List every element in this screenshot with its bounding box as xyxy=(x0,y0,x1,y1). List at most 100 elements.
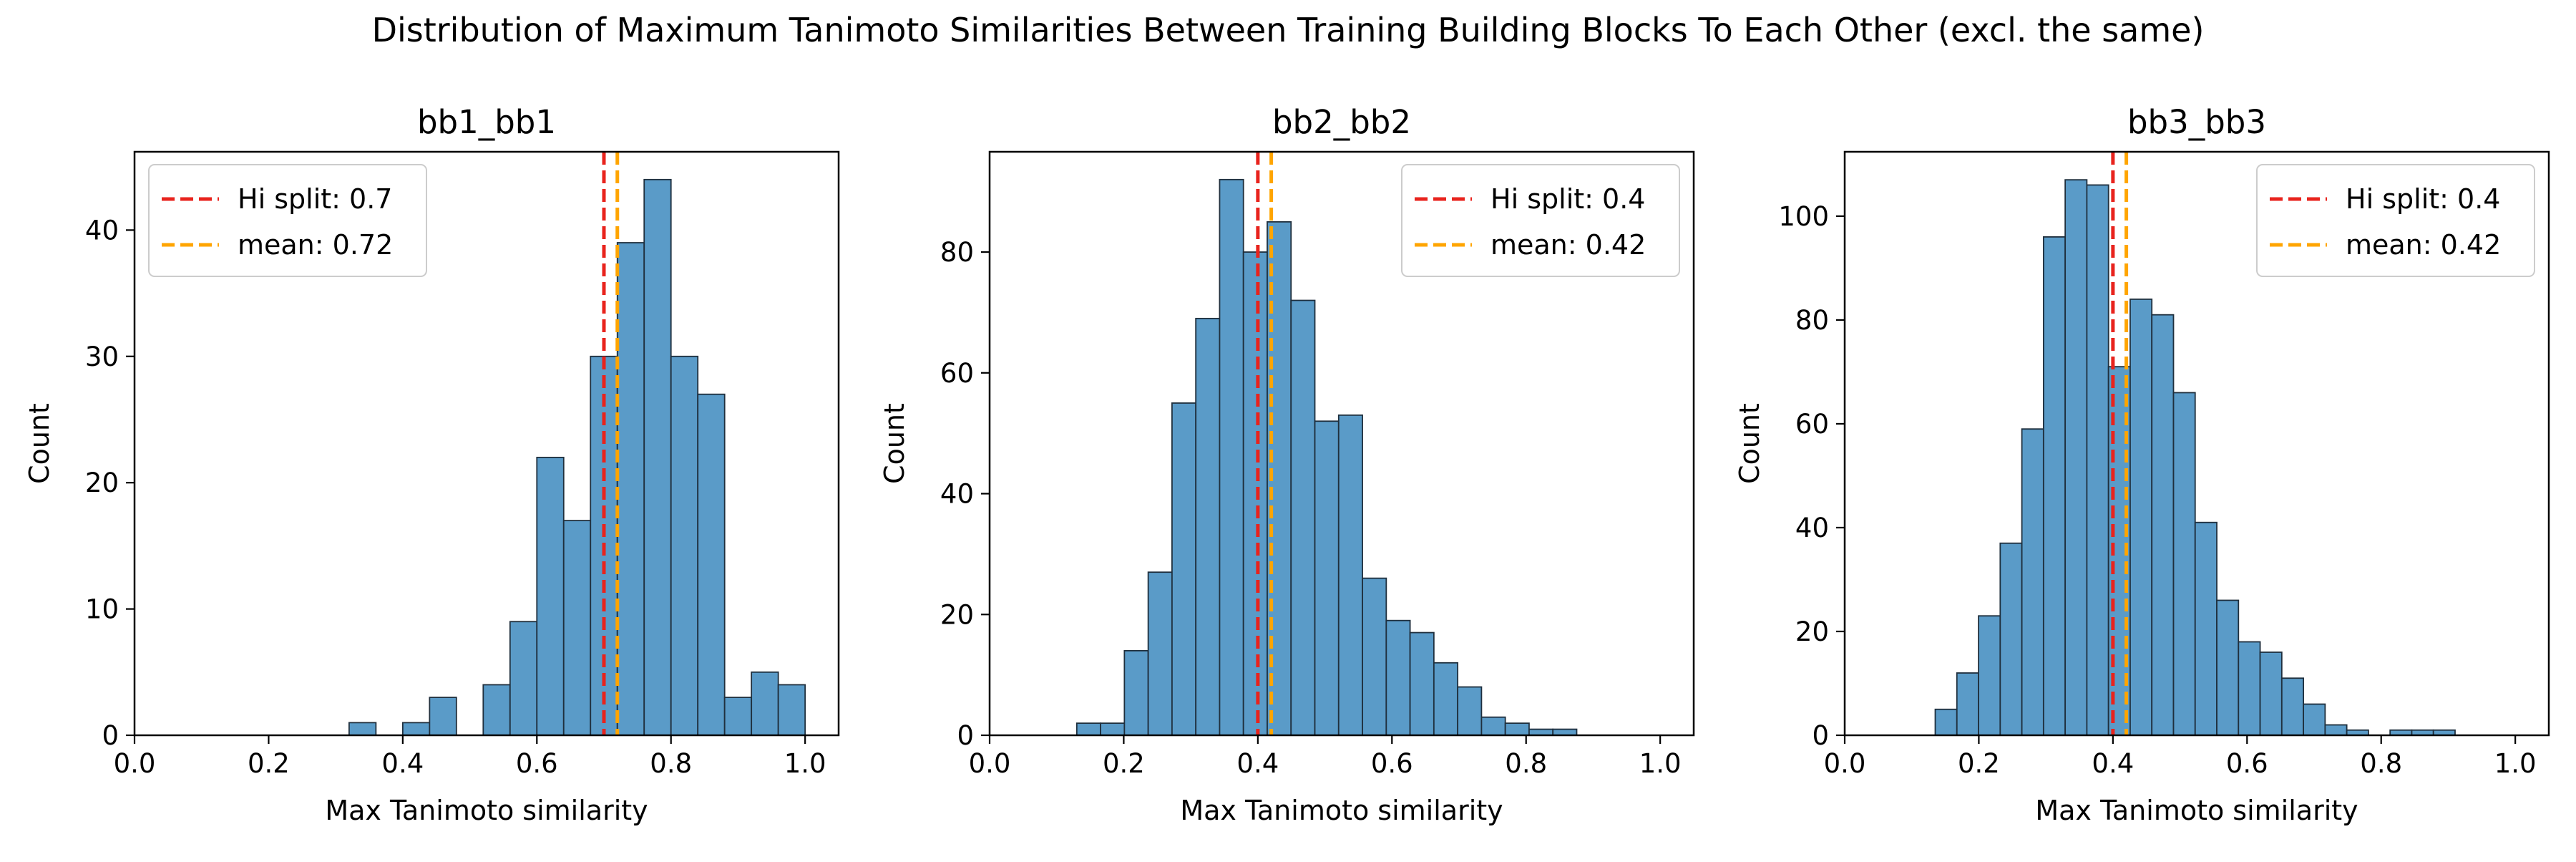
y-axis-label: Count xyxy=(24,403,55,484)
legend-box xyxy=(148,164,427,277)
x-tick-label: 0.0 xyxy=(969,748,1011,779)
x-tick-label: 0.4 xyxy=(381,748,424,779)
histogram-bar xyxy=(1528,728,1554,736)
histogram-bar xyxy=(1171,402,1197,736)
histogram-bar xyxy=(1195,317,1221,736)
histogram-bar xyxy=(2021,428,2044,736)
y-tick-label: 10 xyxy=(85,594,119,625)
histogram-bar xyxy=(723,697,753,736)
histogram-bar xyxy=(1242,251,1268,736)
histogram-bar xyxy=(1504,722,1530,736)
figure-suptitle: Distribution of Maximum Tanimoto Similar… xyxy=(372,11,2205,49)
histogram-bar xyxy=(562,520,592,736)
histogram-bar xyxy=(1433,662,1459,736)
x-tick-label: 1.0 xyxy=(784,748,826,779)
histogram-bar xyxy=(1999,542,2023,736)
subplot-title: bb1_bb1 xyxy=(417,103,556,141)
y-tick-label: 20 xyxy=(85,468,119,498)
histogram-bar xyxy=(670,355,699,736)
axes-frame xyxy=(988,150,1695,737)
histogram-bar xyxy=(348,722,377,736)
legend-label: mean: 0.42 xyxy=(1491,229,1646,261)
y-tick-label: 30 xyxy=(85,342,119,372)
legend-box xyxy=(1401,164,1680,277)
x-tick-label: 0.8 xyxy=(1505,748,1547,779)
histogram-bar xyxy=(536,457,565,736)
x-tick-label: 0.8 xyxy=(650,748,692,779)
histogram-bar xyxy=(2216,599,2240,736)
histogram-bar xyxy=(777,684,806,736)
histogram-bar xyxy=(1552,728,1578,736)
histogram-bar xyxy=(1337,414,1363,736)
y-tick-label: 40 xyxy=(940,479,974,510)
x-tick-label: 1.0 xyxy=(2494,748,2537,779)
histogram-bar xyxy=(1219,178,1244,736)
y-tick-label: 0 xyxy=(102,720,119,751)
legend-label: Hi split: 0.7 xyxy=(238,183,392,215)
x-tick-label: 0.6 xyxy=(516,748,558,779)
histogram-bar xyxy=(1362,577,1387,736)
y-tick-label: 80 xyxy=(1795,305,1829,336)
histogram-bar xyxy=(1457,686,1483,736)
histogram-bar xyxy=(751,671,779,736)
x-tick-label: 0.6 xyxy=(2226,748,2268,779)
histogram-bar xyxy=(1100,722,1126,736)
y-tick-label: 80 xyxy=(940,237,974,268)
legend-label: mean: 0.42 xyxy=(2346,229,2501,261)
histogram-bar xyxy=(616,242,645,736)
histogram-bar xyxy=(1290,299,1316,736)
subplots: 0.0 0.2 0.4 0.6 0.8 1.0 0 10 20 30 40 bb1_bb1 Max Ta… xyxy=(24,103,2550,826)
x-tick-label: 0.6 xyxy=(1371,748,1413,779)
histogram-bar xyxy=(2238,641,2261,736)
histogram-bar xyxy=(1934,708,1958,736)
histogram-bar xyxy=(482,684,511,736)
x-tick-label: 0.2 xyxy=(1958,748,2000,779)
histogram-bar xyxy=(1409,631,1435,736)
histogram-bar xyxy=(2151,314,2175,736)
legend-label: mean: 0.72 xyxy=(238,229,393,261)
subplot-bb3_bb3: 0.0 0.2 0.4 0.6 0.8 1.0 0 20 40 60 80 100 bb3_bb3 Max… xyxy=(1734,103,2550,826)
histogram-bar xyxy=(2042,236,2067,736)
histogram-bar xyxy=(2324,724,2348,736)
histogram-bar xyxy=(1147,571,1173,736)
y-tick-label: 100 xyxy=(1778,201,1829,232)
histogram-bar xyxy=(2172,392,2196,736)
axes-frame xyxy=(1843,150,2550,737)
y-tick-label: 0 xyxy=(957,720,974,751)
subplot-title: bb2_bb2 xyxy=(1272,103,1411,141)
x-tick-label: 0.0 xyxy=(114,748,156,779)
histogram-bar xyxy=(2303,703,2326,736)
legend-box xyxy=(2256,164,2535,277)
y-tick-label: 20 xyxy=(1795,616,1829,647)
legend: Hi split: 0.4 mean: 0.42 xyxy=(1401,164,1680,277)
histogram-bar xyxy=(429,697,457,736)
x-axis-label: Max Tanimoto similarity xyxy=(1180,795,1503,826)
histogram-bar xyxy=(1075,722,1101,736)
legend-label: Hi split: 0.4 xyxy=(1491,183,1645,215)
histogram-bar xyxy=(1385,619,1411,736)
histogram-bar xyxy=(1956,672,1979,736)
subplot-bb2_bb2: 0.0 0.2 0.4 0.6 0.8 1.0 0 20 40 60 80 bb2_bb2 Max Ta… xyxy=(879,103,1695,826)
subplot-title: bb3_bb3 xyxy=(2127,103,2266,141)
x-axis-label: Max Tanimoto similarity xyxy=(2035,795,2358,826)
histogram-bar xyxy=(2064,179,2088,736)
histogram-bar xyxy=(1480,716,1506,736)
legend: Hi split: 0.4 mean: 0.42 xyxy=(2256,164,2535,277)
histogram-bar xyxy=(2280,677,2304,736)
subplot-bb1_bb1: 0.0 0.2 0.4 0.6 0.8 1.0 0 10 20 30 40 bb1_bb1 Max Ta… xyxy=(24,103,840,826)
axes-frame xyxy=(133,150,840,737)
y-tick-label: 40 xyxy=(85,215,119,246)
histogram-bar xyxy=(697,393,726,736)
y-axis-label: Count xyxy=(1734,403,1765,484)
x-tick-label: 1.0 xyxy=(1639,748,1682,779)
x-tick-label: 0.2 xyxy=(1103,748,1145,779)
histogram-bar xyxy=(401,722,431,736)
x-tick-label: 0.4 xyxy=(1236,748,1279,779)
y-tick-label: 60 xyxy=(940,358,974,389)
histogram-bar xyxy=(2129,299,2153,736)
histogram-bar xyxy=(1978,615,2001,736)
histogram-bar xyxy=(2259,652,2283,736)
histogram-bar xyxy=(2086,184,2109,736)
histogram-bar xyxy=(509,621,538,736)
